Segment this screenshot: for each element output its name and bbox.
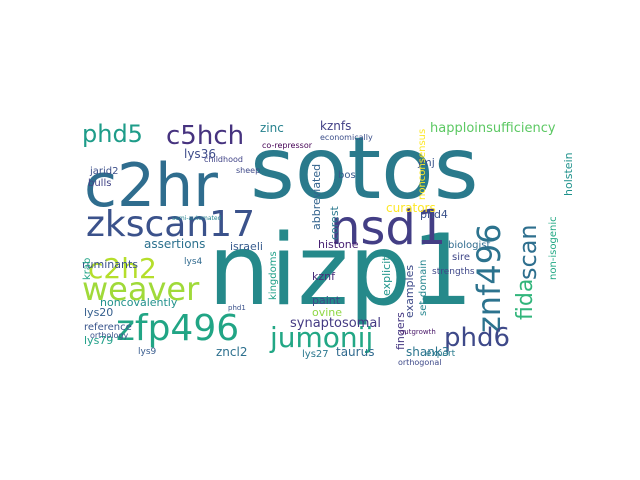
word: kznf xyxy=(312,270,336,283)
word: taurus xyxy=(336,345,374,359)
word: nizp1 xyxy=(208,214,473,328)
word: phd4 xyxy=(420,208,448,221)
word: sheep xyxy=(236,166,260,175)
word: kznfs xyxy=(320,120,351,133)
word-cloud-canvas: sotos nizp1 c2hr zkscan17 nsd1 znf496 we… xyxy=(82,120,575,367)
word: explicit xyxy=(380,256,393,296)
word: c5hch xyxy=(166,121,244,151)
word: phd5 xyxy=(82,120,143,148)
word: sotos xyxy=(250,120,479,219)
word: synaptosomal xyxy=(290,316,381,331)
word: co-repressor xyxy=(262,141,313,150)
word: noncovalently xyxy=(100,296,178,309)
word: znf496 xyxy=(470,224,508,333)
word: strengths xyxy=(432,267,475,277)
word: bulls xyxy=(88,178,111,189)
word: weaver xyxy=(82,270,200,308)
word: outgrowth xyxy=(400,328,436,336)
word: phd6 xyxy=(444,323,510,353)
word: holstein xyxy=(562,152,575,196)
word: zkscan17 xyxy=(86,204,255,245)
word: fida xyxy=(513,279,538,320)
word: c2hr xyxy=(84,151,218,221)
word: lys4 xyxy=(184,257,203,267)
word: lys9 xyxy=(138,347,157,357)
word: fingers xyxy=(394,312,407,350)
word: jarid2 xyxy=(89,166,119,177)
word: paint xyxy=(312,294,341,307)
word: shank3 xyxy=(406,345,449,359)
word: orthogonal xyxy=(398,358,441,367)
word: krab xyxy=(82,258,93,280)
word: kingdoms xyxy=(268,251,279,300)
word: expert xyxy=(426,349,456,359)
word: economically xyxy=(320,133,373,142)
word: jumonij xyxy=(269,321,373,354)
word: semi-automated xyxy=(172,215,222,222)
word: zncl2 xyxy=(216,345,247,359)
word: nsd1 xyxy=(330,200,446,256)
word: lys20 xyxy=(84,306,113,319)
word: histone xyxy=(318,238,359,251)
word: lys27 xyxy=(302,349,329,360)
word: set-domain xyxy=(418,260,429,316)
word: israeli xyxy=(230,240,263,253)
word: scan xyxy=(514,224,542,280)
word: examples xyxy=(403,265,416,318)
word: happloinsufficiency xyxy=(430,121,556,136)
word: lys79 xyxy=(84,334,113,347)
word: biologist xyxy=(448,240,490,251)
word: corest xyxy=(328,205,341,240)
word: non-isogenic xyxy=(548,216,559,280)
word: reference xyxy=(84,322,132,333)
word: zinc xyxy=(260,121,284,135)
word: ruminants xyxy=(82,258,138,271)
word: orthology xyxy=(90,331,128,340)
word: childhood xyxy=(204,155,243,164)
word: abbreviated xyxy=(310,164,323,230)
word-cloud: sotos nizp1 c2hr zkscan17 nsd1 znf496 we… xyxy=(80,120,576,370)
word: c2h2 xyxy=(88,252,157,285)
word: sire xyxy=(452,252,470,263)
word: ovine xyxy=(312,306,342,319)
word: assertions xyxy=(144,237,205,251)
word: jmj xyxy=(417,156,435,169)
word: zfp496 xyxy=(116,308,239,349)
word: curators xyxy=(386,201,436,215)
word: bos xyxy=(338,170,356,181)
word: phd1 xyxy=(228,304,246,312)
word: nonconsensus xyxy=(417,129,428,200)
word: lys36 xyxy=(184,147,216,161)
